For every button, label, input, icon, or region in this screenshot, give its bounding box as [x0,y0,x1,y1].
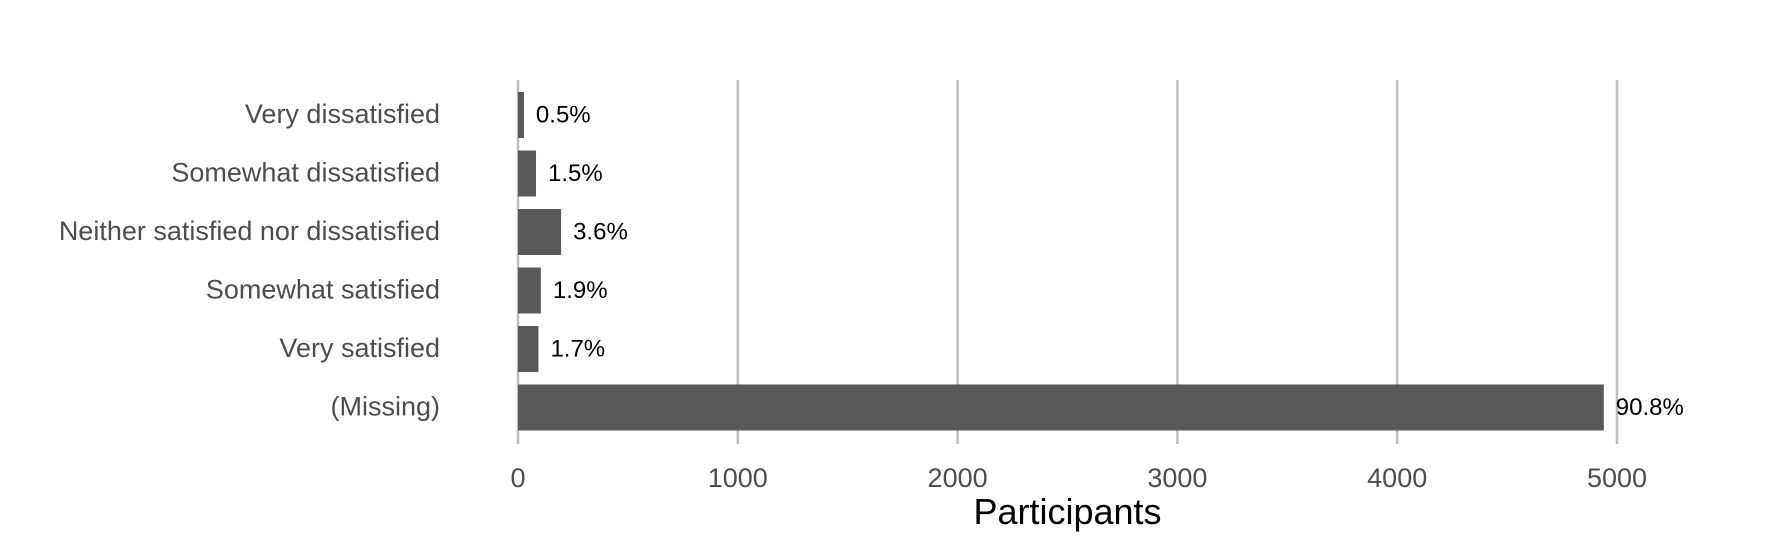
bar [518,326,539,372]
bar [518,150,537,197]
category-label: (Missing) [330,392,440,422]
x-tick-label: 3000 [1147,463,1207,493]
category-label: Neither satisfied nor dissatisfied [59,216,440,246]
gridlines [516,80,1619,444]
bars [518,92,1604,431]
data-label: 3.6% [573,218,628,245]
bar [518,209,562,255]
data-label: 1.5% [548,160,603,187]
category-labels: Very dissatisfied Somewhat dissatisfied Ne… [59,99,440,422]
x-tick-label: 1000 [708,463,768,493]
bar [518,267,541,314]
x-tick-label: 5000 [1587,463,1647,493]
x-tick-labels: 0 1000 2000 3000 4000 5000 [510,463,1647,493]
data-label: 1.7% [550,335,605,362]
x-axis-title: Participants [973,491,1161,532]
category-label: Somewhat satisfied [206,275,440,305]
category-label: Very satisfied [279,333,440,363]
bar [518,384,1604,431]
x-tick-label: 0 [510,463,525,493]
x-tick-label: 2000 [928,463,988,493]
category-label: Somewhat dissatisfied [171,158,440,188]
bar [518,92,524,138]
x-tick-label: 4000 [1367,463,1427,493]
category-label: Very dissatisfied [245,99,440,129]
data-label: 1.9% [553,277,608,304]
data-label: 90.8% [1616,394,1684,421]
data-labels: 0.5% 1.5% 3.6% 1.9% 1.7% 90.8% [536,101,1684,421]
data-label: 0.5% [536,101,591,128]
